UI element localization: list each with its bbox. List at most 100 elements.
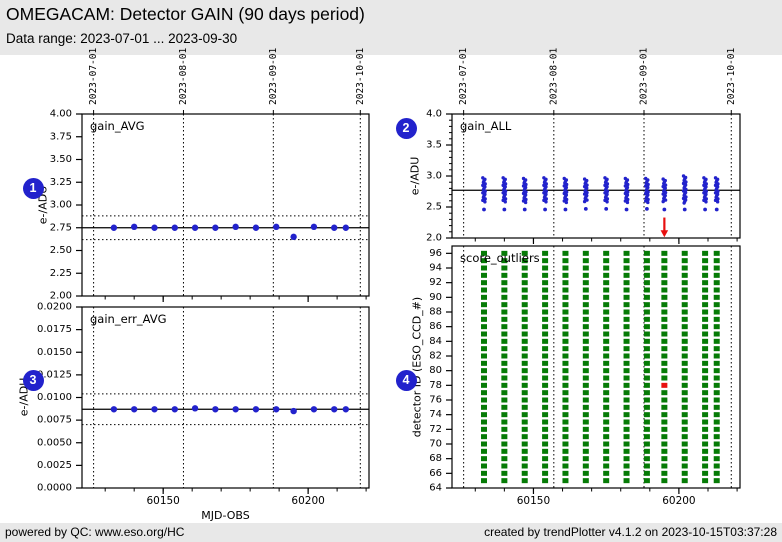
score-cell [582,250,589,256]
score-cell [582,280,589,286]
score-cell [501,390,508,396]
score-cell [603,316,610,322]
y-tick-label: 0.0075 [37,415,72,426]
score-cell [501,426,508,432]
score-cell [702,463,709,469]
score-cell [501,478,508,484]
panel-badge-1[interactable]: 1 [22,177,44,199]
date-label: 2023-09-01 [639,48,650,105]
score-cell [713,294,720,300]
score-cell [702,302,709,308]
y-tick-label: 0.0000 [37,483,72,494]
score-cell [623,331,630,337]
score-cell [582,412,589,418]
data-point [310,223,318,231]
score-cell [702,375,709,381]
score-cell [623,404,630,410]
score-cell [603,309,610,315]
score-cell [562,272,569,278]
score-cell [562,390,569,396]
score-cell [702,470,709,476]
score-cell [562,360,569,366]
date-label: 2023-08-01 [178,48,189,105]
score-cell [702,346,709,352]
score-cell [501,456,508,462]
score-cell [501,294,508,300]
score-cell [661,258,668,264]
data-point [342,224,350,231]
score-cell [661,368,668,374]
data-point [212,224,219,231]
data-point [191,224,199,231]
score-cell [623,382,630,388]
score-cell [681,331,688,337]
score-cell [661,272,668,278]
score-cell [681,353,688,359]
score-cell [702,390,709,396]
score-cell [681,294,688,300]
score-cell [623,456,630,462]
score-cell [661,324,668,330]
score-cell [713,287,720,293]
score-cell [713,346,720,352]
score-cell [681,434,688,440]
score-cell [501,280,508,286]
score-cell [542,397,549,403]
score-cell [501,419,508,425]
y-tick-label: 96 [429,248,442,259]
score-cell [582,331,589,337]
data-point [310,406,318,413]
y-tick-label: 3.50 [50,154,72,165]
score-cell [603,353,610,359]
score-cell [713,390,720,396]
score-cell [603,382,610,388]
score-cell [501,404,508,410]
score-cell [501,382,508,388]
data-point [342,406,350,413]
panel-badge-3[interactable]: 3 [22,369,44,391]
data-point [110,406,118,413]
score-cell [702,426,709,432]
score-cell [702,338,709,344]
score-cell [501,324,508,330]
score-cell [521,404,528,410]
score-cell [681,412,688,418]
score-cell [603,463,610,469]
plot-border [81,306,370,489]
score-cell [582,419,589,425]
y-tick-label: 4.0 [426,109,442,120]
score-cell [681,397,688,403]
score-cell [521,463,528,469]
data-point [171,224,178,231]
score-cell [661,331,668,337]
score-cell [582,258,589,264]
score-cell [681,390,688,396]
date-label: 2023-07-01 [88,48,99,105]
data-point [290,233,297,241]
score-cell [481,426,487,432]
y-tick-label: 64 [429,483,442,494]
score-cell [501,368,508,374]
score-cell [643,404,650,410]
score-cell [521,272,528,278]
score-cell [702,324,709,330]
score-cell [501,441,508,447]
y-tick-label: 2.25 [50,268,72,279]
score-cell [643,324,650,330]
score-cell [562,441,569,447]
panel-badge-4[interactable]: 4 [395,369,417,391]
panel-badge-2[interactable]: 2 [395,117,417,139]
score-cell [562,331,569,337]
score-cell [603,331,610,337]
score-cell [501,287,508,293]
data-point [331,406,338,413]
score-cell [582,448,589,454]
score-cell [643,397,650,403]
score-cell [713,338,720,344]
score-cell [661,404,668,410]
y-axis-title: detector ID (ESO_CCD_#) [411,297,424,437]
x-axis-title: MJD-OBS [201,509,249,522]
data-point [130,223,138,231]
score-cell [661,294,668,300]
score-cell [603,272,610,278]
